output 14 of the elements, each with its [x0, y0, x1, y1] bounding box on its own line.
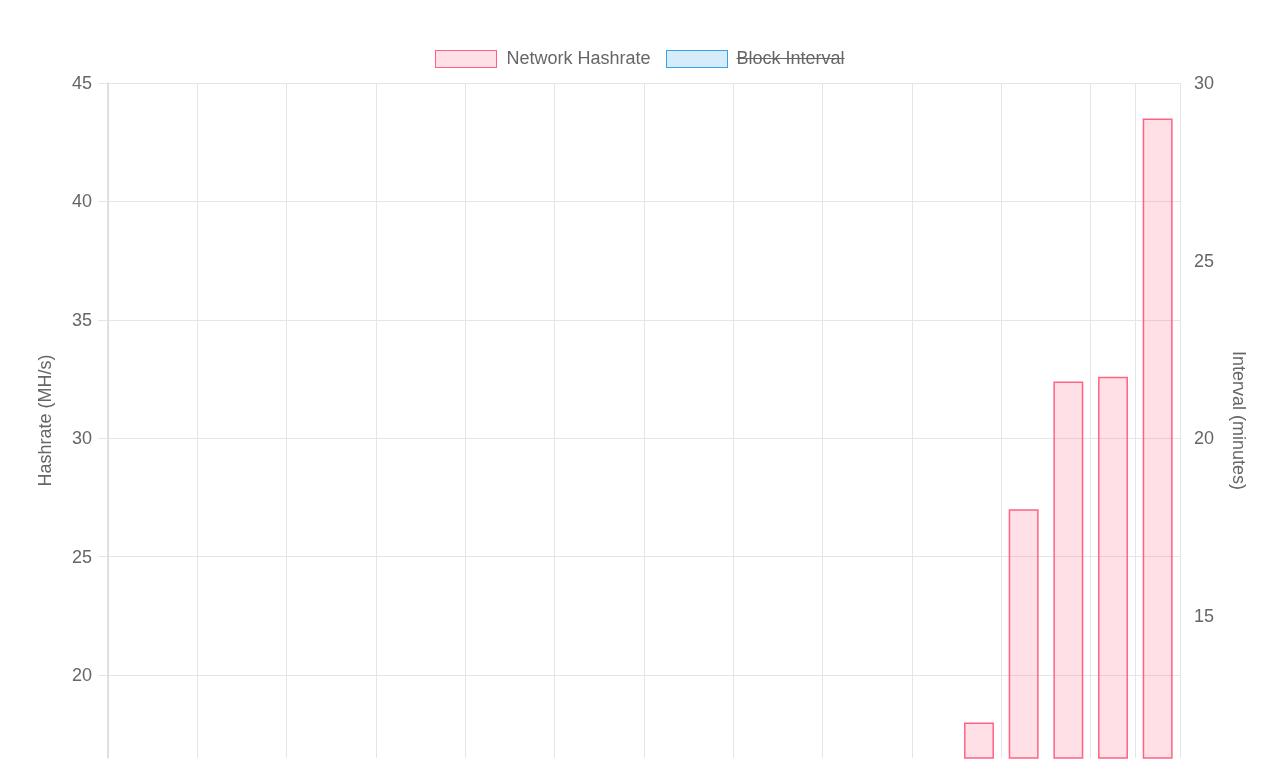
y2-tick-label: 15: [1194, 605, 1215, 626]
y2-tick-label: 30: [1194, 73, 1215, 93]
y-axis-title: Hashrate (MH/s): [35, 354, 55, 487]
legend-label: Block Interval: [736, 48, 845, 69]
y2-tick-label: 25: [1194, 250, 1215, 271]
y-tick-label: 25: [71, 546, 92, 567]
y-tick-label: 35: [71, 309, 92, 330]
y2-axis-title: Interval (minutes): [1229, 350, 1249, 491]
y-tick-label: 30: [71, 428, 92, 449]
y-tick-label: 40: [71, 191, 92, 212]
y-tick-label: 45: [71, 73, 92, 93]
y2-tick-label: 20: [1194, 428, 1215, 449]
y-tick-label: 20: [71, 665, 92, 686]
legend-label: Network Hashrate: [506, 48, 651, 69]
